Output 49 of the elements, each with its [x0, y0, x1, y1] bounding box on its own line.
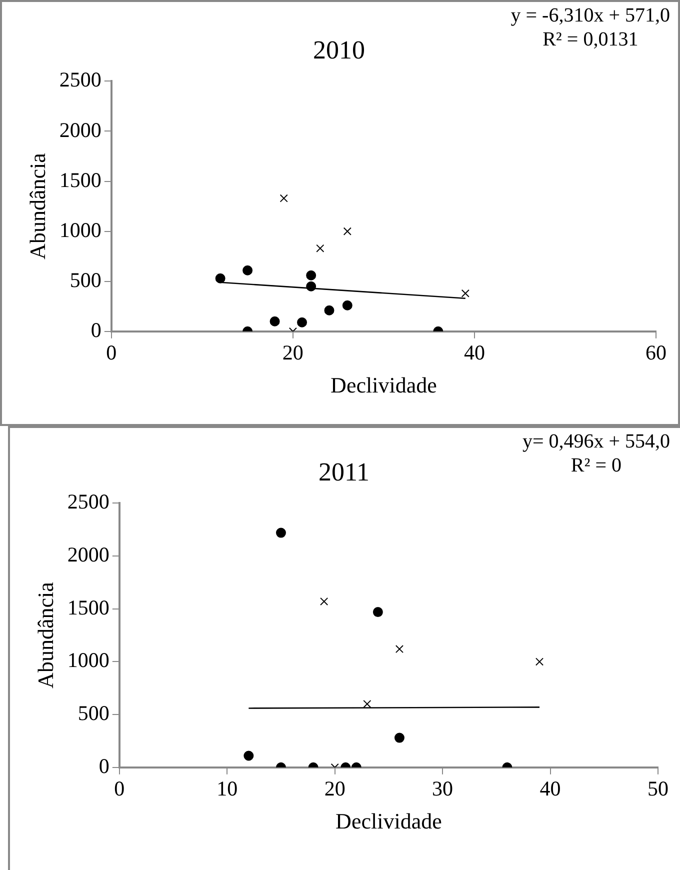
point	[276, 528, 286, 538]
point	[242, 265, 253, 276]
y-tick-label: 2500	[67, 490, 110, 514]
y-tick-label: 500	[70, 268, 102, 292]
point	[280, 194, 288, 202]
text: R² = 0,0131	[542, 28, 638, 50]
y-tick-label: 1000	[59, 218, 102, 242]
x-tick-label: 50	[648, 776, 668, 801]
x-tick-label: 20	[324, 776, 346, 801]
x-tick-label: 0	[114, 776, 125, 801]
point	[535, 658, 544, 666]
y-axis-title: Abundância	[32, 582, 58, 688]
point	[306, 270, 316, 280]
x-tick-label: 60	[646, 340, 666, 365]
x-tick-label: 40	[464, 340, 485, 365]
point	[395, 645, 404, 654]
y-axis-title: Abundância	[24, 152, 50, 260]
point	[343, 227, 352, 236]
point	[363, 700, 372, 708]
y-tick-label: 1500	[59, 168, 102, 192]
text: y= 0,496x + 554,0	[522, 430, 670, 452]
point	[372, 607, 383, 618]
y-tick-label: 500	[78, 701, 110, 726]
x-axis-title: Declividade	[336, 808, 442, 834]
point	[306, 281, 316, 292]
y-tick-label: 2500	[59, 68, 102, 92]
point	[297, 317, 308, 328]
y-tick-label: 0	[98, 754, 110, 778]
x-tick-label: 10	[216, 776, 238, 801]
x-tick-label: 40	[540, 776, 561, 801]
chart-title: 2011	[318, 457, 370, 486]
y-tick-label: 1500	[67, 595, 110, 620]
x-tick-label: 30	[432, 776, 454, 801]
y-tick-label: 1000	[67, 648, 110, 672]
x-tick-label: 20	[282, 340, 304, 365]
point	[461, 289, 470, 298]
point	[324, 305, 334, 316]
y-tick-label: 2000	[59, 118, 102, 142]
text: R² = 0	[570, 454, 622, 476]
point	[215, 273, 226, 284]
point	[320, 597, 328, 606]
x-axis-title: Declividade	[330, 372, 437, 398]
point	[270, 316, 280, 326]
point	[316, 244, 324, 252]
point	[342, 300, 352, 310]
y-tick-label: 0	[90, 318, 102, 342]
text: y = -6,310x + 571,0	[510, 4, 670, 26]
chart-title: 2010	[313, 35, 365, 64]
y-tick-label: 2000	[67, 542, 110, 567]
